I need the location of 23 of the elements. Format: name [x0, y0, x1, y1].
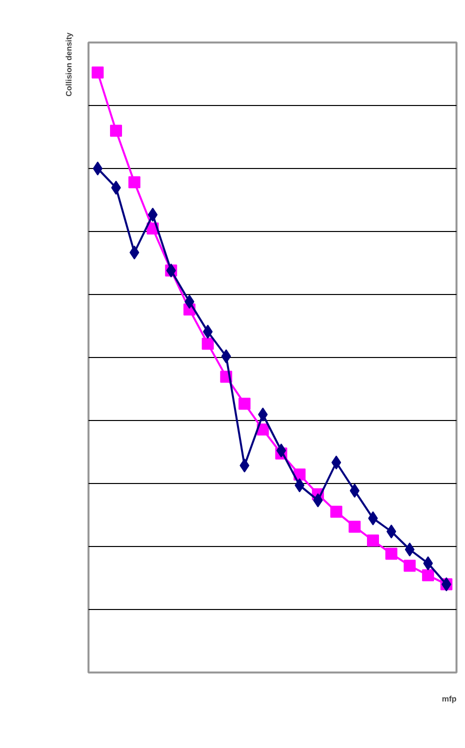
point: [110, 124, 122, 137]
point: [330, 506, 342, 518]
point: [240, 458, 250, 472]
point: [385, 548, 398, 560]
point: [238, 398, 251, 410]
point: [348, 520, 361, 533]
point: [404, 560, 416, 572]
point: [386, 524, 396, 538]
point: [92, 66, 104, 78]
point: [331, 456, 342, 470]
y-axis-title: Collision density: [64, 32, 74, 97]
point: [130, 246, 140, 260]
point: [258, 408, 268, 422]
point: [148, 208, 158, 222]
x-axis-title: mfp: [442, 694, 457, 704]
point: [92, 162, 103, 176]
point: [422, 569, 434, 582]
point: [202, 324, 213, 339]
point: [366, 534, 379, 546]
point: [276, 444, 286, 458]
point: [404, 542, 415, 556]
point: [202, 338, 214, 350]
point: [128, 176, 140, 188]
